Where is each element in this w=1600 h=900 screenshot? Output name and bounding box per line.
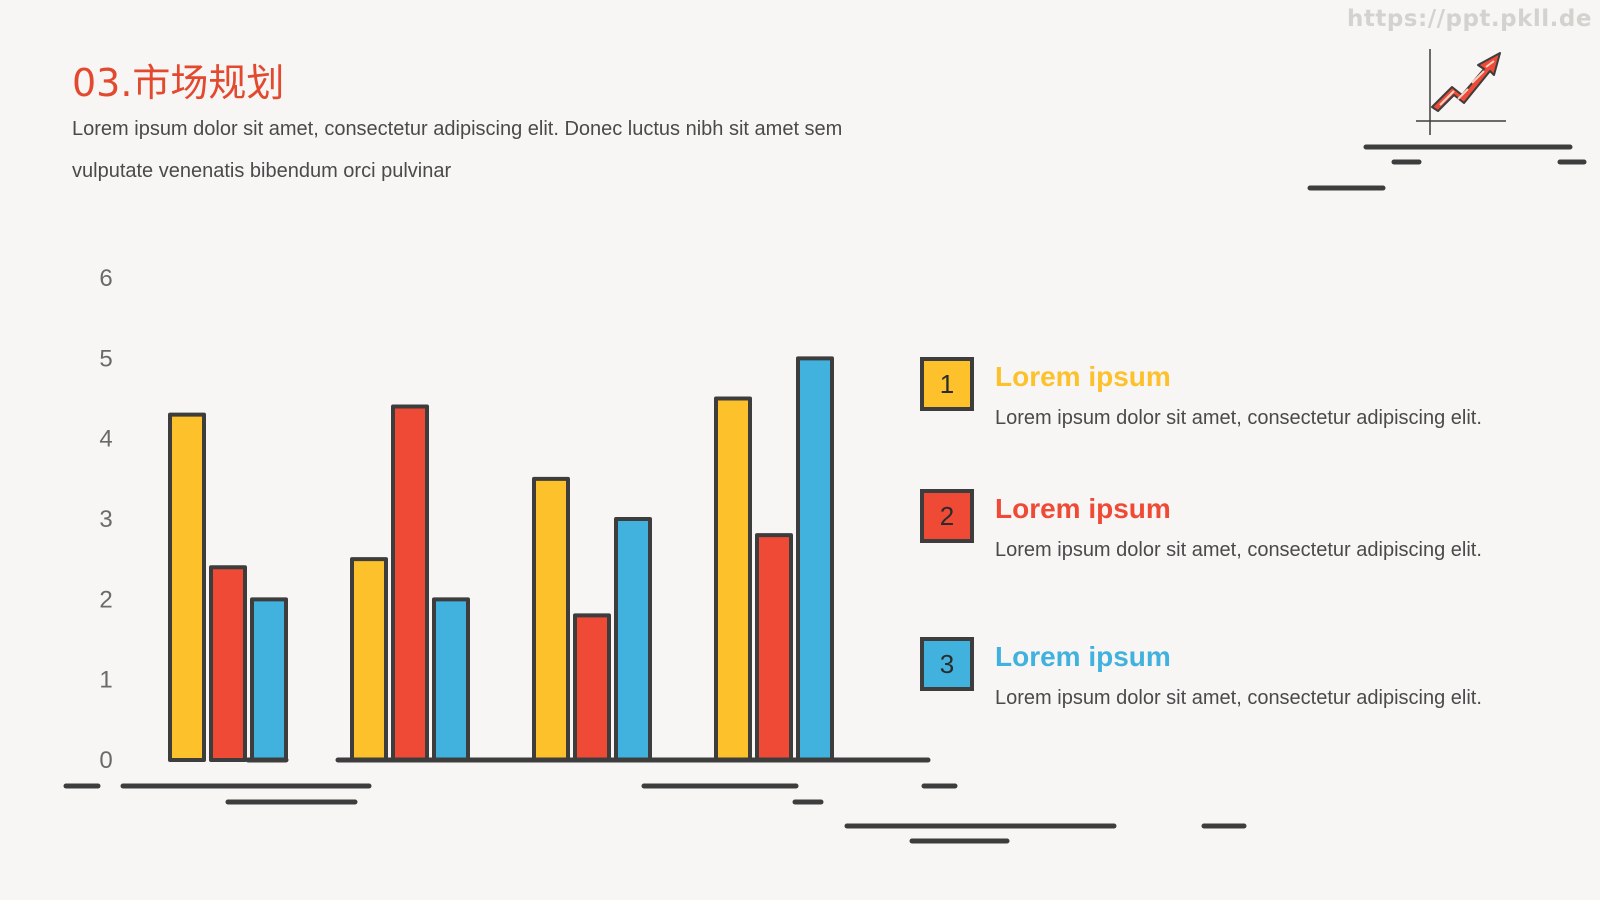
legend-title-2: Lorem ipsum bbox=[995, 493, 1171, 524]
legend-number-box-3: 3 bbox=[920, 637, 974, 691]
y-tick-label: 1 bbox=[99, 667, 112, 694]
y-tick-label: 4 bbox=[99, 426, 112, 453]
bar-series2-group4 bbox=[755, 533, 793, 762]
legend-title-3: Lorem ipsum bbox=[995, 641, 1171, 672]
bar-series2-group3 bbox=[573, 613, 611, 763]
y-tick-label: 0 bbox=[99, 747, 112, 774]
y-tick-label: 3 bbox=[99, 506, 112, 533]
decorative-lines bbox=[63, 144, 1587, 844]
legend-title-1: Lorem ipsum bbox=[995, 361, 1171, 392]
bar-series3-group1 bbox=[250, 597, 288, 762]
y-tick-label: 5 bbox=[99, 345, 112, 372]
y-tick-label: 6 bbox=[99, 265, 112, 292]
bar-series1-group1 bbox=[168, 412, 206, 762]
watermark: https://ppt.pkll.de bbox=[1346, 6, 1592, 32]
legend-number-box-1: 1 bbox=[920, 357, 974, 411]
page-subtitle: Lorem ipsum dolor sit amet, consectetur … bbox=[72, 118, 843, 182]
bar-series bbox=[168, 356, 834, 763]
growth-chart-arrow-icon bbox=[1416, 49, 1506, 135]
y-tick-label: 2 bbox=[99, 586, 112, 613]
bar-series2-group2 bbox=[391, 404, 429, 762]
bar-series1-group4 bbox=[714, 396, 752, 762]
bar-series3-group3 bbox=[614, 517, 652, 762]
legend-desc-1: Lorem ipsum dolor sit amet, consectetur … bbox=[995, 407, 1482, 429]
bar-series3-group4 bbox=[796, 356, 834, 762]
bar-series1-group3 bbox=[532, 476, 570, 762]
legend-number-box-2: 2 bbox=[920, 489, 974, 543]
y-axis-ticks: 0 1 2 3 4 5 6 bbox=[99, 265, 112, 774]
bar-series1-group2 bbox=[350, 557, 388, 763]
page-title: 03.市场规划 bbox=[72, 61, 285, 105]
legend-desc-2: Lorem ipsum dolor sit amet, consectetur … bbox=[995, 539, 1482, 561]
legend-desc-3: Lorem ipsum dolor sit amet, consectetur … bbox=[995, 687, 1482, 709]
bar-series3-group2 bbox=[432, 597, 470, 762]
bar-series2-group1 bbox=[209, 565, 247, 763]
